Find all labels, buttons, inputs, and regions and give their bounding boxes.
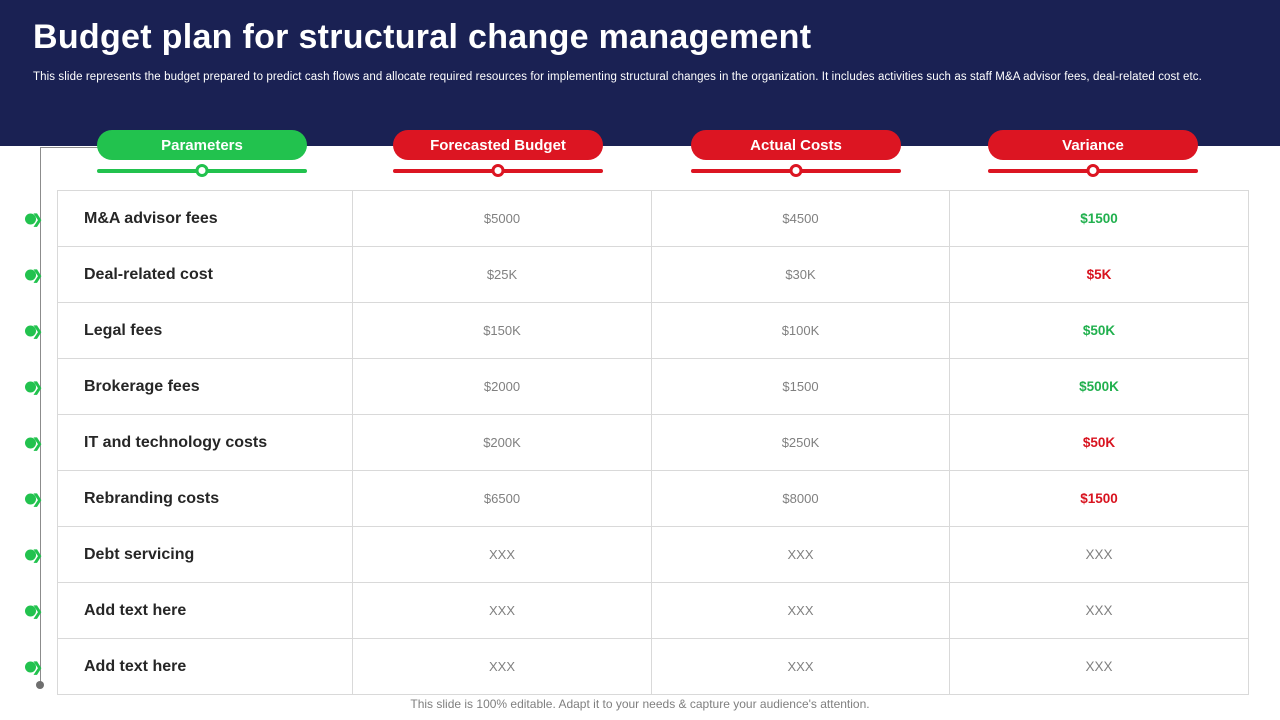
tab-marker-dot: [195, 164, 209, 177]
variance-cell: $50K: [949, 302, 1249, 359]
variance-cell: XXX: [949, 526, 1249, 583]
green-dot-icon: [25, 269, 36, 280]
row-bullet-arrow-icon: ❯: [25, 604, 43, 617]
actual-costs-cell: $8000: [651, 470, 950, 527]
forecasted-budget-cell: $200K: [352, 414, 652, 471]
green-dot-icon: [25, 661, 36, 672]
tab-marker-dot: [491, 164, 505, 177]
tab-forecasted-budget[interactable]: Forecasted Budget: [393, 130, 603, 160]
chevron-right-icon: ❯: [32, 659, 43, 674]
table-row: ❯ Deal-related cost $25K $30K $5K: [25, 246, 1249, 303]
table-row: ❯ Add text here XXX XXX XXX: [25, 582, 1249, 639]
parameter-label: IT and technology costs: [84, 433, 268, 451]
page-subtitle: This slide represents the budget prepare…: [33, 71, 1202, 83]
chevron-right-icon: ❯: [32, 211, 43, 226]
forecasted-budget-cell: $150K: [352, 302, 652, 359]
table-row: ❯ M&A advisor fees $5000 $4500 $1500: [25, 190, 1249, 247]
forecasted-budget-cell: XXX: [352, 582, 652, 639]
row-bullet-arrow-icon: ❯: [25, 324, 43, 337]
variance-cell: XXX: [949, 638, 1249, 695]
table-row: ❯ Brokerage fees $2000 $1500 $500K: [25, 358, 1249, 415]
green-dot-icon: [25, 605, 36, 616]
row-bullet-arrow-icon: ❯: [25, 492, 43, 505]
actual-costs-cell: XXX: [651, 526, 950, 583]
variance-cell: $1500: [949, 470, 1249, 527]
row-bullet-arrow-icon: ❯: [25, 436, 43, 449]
green-dot-icon: [25, 381, 36, 392]
tab-group-actual-costs: Actual Costs: [691, 130, 901, 178]
parameter-label: Add text here: [84, 601, 187, 619]
chevron-right-icon: ❯: [32, 491, 43, 506]
chevron-right-icon: ❯: [32, 379, 43, 394]
parameter-label: Brokerage fees: [84, 377, 200, 395]
green-dot-icon: [25, 213, 36, 224]
parameter-label: Debt servicing: [84, 545, 195, 563]
parameter-label: Add text here: [84, 657, 187, 675]
forecasted-budget-cell: $6500: [352, 470, 652, 527]
variance-cell: $5K: [949, 246, 1249, 303]
parameter-label: Legal fees: [84, 321, 163, 339]
chevron-right-icon: ❯: [32, 435, 43, 450]
green-dot-icon: [25, 549, 36, 560]
actual-costs-cell: $4500: [651, 190, 950, 247]
forecasted-budget-cell: $25K: [352, 246, 652, 303]
actual-costs-cell: XXX: [651, 582, 950, 639]
forecasted-budget-cell: $2000: [352, 358, 652, 415]
tab-group-forecasted-budget: Forecasted Budget: [393, 130, 603, 178]
forecasted-budget-cell: XXX: [352, 526, 652, 583]
variance-cell: $500K: [949, 358, 1249, 415]
green-dot-icon: [25, 493, 36, 504]
actual-costs-cell: XXX: [651, 638, 950, 695]
connector-line-vertical: [40, 147, 41, 685]
parameter-label: M&A advisor fees: [84, 209, 218, 227]
tab-actual-costs[interactable]: Actual Costs: [691, 130, 901, 160]
actual-costs-cell: $100K: [651, 302, 950, 359]
chevron-right-icon: ❯: [32, 267, 43, 282]
table-row: ❯ IT and technology costs $200K $250K $5…: [25, 414, 1249, 471]
connector-end-dot: [36, 681, 44, 689]
table-row: ❯ Add text here XXX XXX XXX: [25, 638, 1249, 695]
connector-line-horizontal: [40, 147, 102, 148]
row-bullet-arrow-icon: ❯: [25, 660, 43, 673]
tab-variance[interactable]: Variance: [988, 130, 1198, 160]
row-bullet-arrow-icon: ❯: [25, 548, 43, 561]
table-row: ❯ Legal fees $150K $100K $50K: [25, 302, 1249, 359]
chevron-right-icon: ❯: [32, 547, 43, 562]
actual-costs-cell: $30K: [651, 246, 950, 303]
variance-cell: $50K: [949, 414, 1249, 471]
parameter-label: Deal-related cost: [84, 265, 213, 283]
forecasted-budget-cell: XXX: [352, 638, 652, 695]
table-row: ❯ Rebranding costs $6500 $8000 $1500: [25, 470, 1249, 527]
budget-table-body: ❯ M&A advisor fees $5000 $4500 $1500 ❯ D…: [25, 190, 1249, 695]
page-title: Budget plan for structural change manage…: [33, 18, 812, 56]
tab-group-variance: Variance: [988, 130, 1198, 178]
table-row: ❯ Debt servicing XXX XXX XXX: [25, 526, 1249, 583]
footer-note: This slide is 100% editable. Adapt it to…: [410, 697, 870, 711]
chevron-right-icon: ❯: [32, 603, 43, 618]
tab-marker-dot: [1086, 164, 1100, 177]
header-band: Budget plan for structural change manage…: [0, 0, 1280, 146]
row-bullet-arrow-icon: ❯: [25, 380, 43, 393]
variance-cell: $1500: [949, 190, 1249, 247]
parameter-label: Rebranding costs: [84, 489, 220, 507]
row-bullet-arrow-icon: ❯: [25, 212, 43, 225]
green-dot-icon: [25, 437, 36, 448]
forecasted-budget-cell: $5000: [352, 190, 652, 247]
actual-costs-cell: $250K: [651, 414, 950, 471]
budget-table: ❯ M&A advisor fees $5000 $4500 $1500 ❯ D…: [25, 190, 1249, 695]
chevron-right-icon: ❯: [32, 323, 43, 338]
actual-costs-cell: $1500: [651, 358, 950, 415]
tab-marker-dot: [789, 164, 803, 177]
tab-group-parameters: Parameters: [97, 130, 307, 178]
tab-parameters[interactable]: Parameters: [97, 130, 307, 160]
green-dot-icon: [25, 325, 36, 336]
variance-cell: XXX: [949, 582, 1249, 639]
row-bullet-arrow-icon: ❯: [25, 268, 43, 281]
